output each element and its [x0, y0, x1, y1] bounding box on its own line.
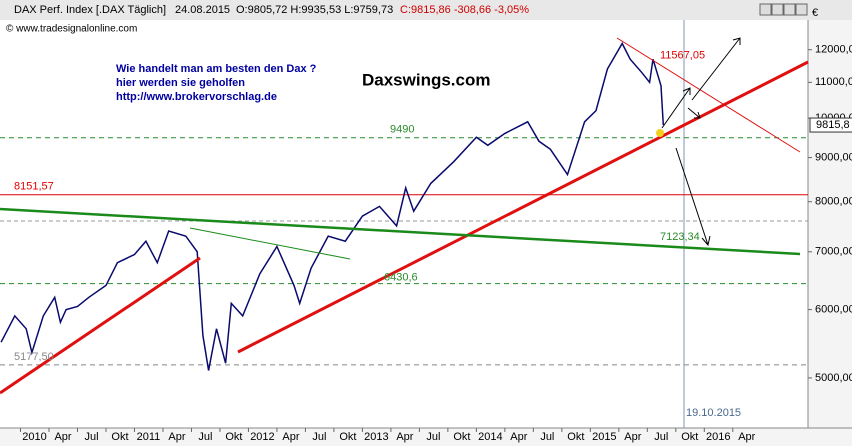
x-tick-label: Jul [84, 431, 98, 443]
x-tick-label: 2013 [364, 431, 388, 443]
arrows [661, 37, 741, 247]
x-tick-label: Okt [339, 431, 356, 443]
trendline [0, 256, 201, 395]
arrow [675, 147, 711, 247]
button[interactable] [771, 3, 784, 16]
title: DAX Perf. Index [.DAX Täglich] [14, 4, 166, 16]
button[interactable] [795, 3, 808, 16]
window-buttons[interactable] [759, 3, 808, 16]
x-tick-label: Apr [510, 431, 527, 443]
y-tick-label: 5000,00 [815, 372, 852, 384]
x-tick-label: Jul [540, 431, 554, 443]
x-tick-label: Jul [312, 431, 326, 443]
x-tick-label: 2011 [137, 431, 161, 443]
y-tick-label: 9000,00 [815, 151, 852, 163]
x-tick-label: 2015 [592, 431, 616, 443]
level-label: 5177,50 [14, 351, 54, 363]
currency: € [812, 7, 818, 19]
x-tick-label: Okt [567, 431, 584, 443]
price-line [0, 41, 665, 371]
x-tick-label: Apr [168, 431, 185, 443]
x-tick-label: Okt [681, 431, 698, 443]
x-tick-label: Apr [54, 431, 71, 443]
y-tick-label: 7000,00 [815, 246, 852, 258]
marker-dot [656, 129, 664, 137]
x-tick-label: Apr [624, 431, 641, 443]
arrow [691, 37, 741, 101]
x-tick-label: Apr [396, 431, 413, 443]
header-bar [0, 0, 852, 20]
last-price-label: 9815,8 [816, 119, 850, 131]
source: © www.tradesignalonline.com [6, 24, 137, 35]
level-label: 9490 [390, 124, 414, 136]
change: C:9815,86 -308,66 -3,05% [400, 4, 529, 16]
arrow [687, 107, 701, 119]
level-label: 6430,6 [384, 272, 418, 284]
y-tick-label: 12000,00 [815, 44, 852, 56]
trendline [237, 60, 809, 354]
x-tick-label: Jul [654, 431, 668, 443]
x-tick-label: 2010 [22, 431, 46, 443]
y-tick-label: 8000,00 [815, 196, 852, 208]
brand: Daxswings.com [362, 70, 491, 89]
trendline [616, 37, 801, 153]
note: hier werden sie geholfen [116, 77, 245, 89]
x-tick-label: Apr [738, 431, 755, 443]
x-tick-label: Okt [225, 431, 242, 443]
trendline [0, 207, 801, 256]
y-axis-area [808, 20, 852, 428]
arrow [661, 87, 691, 129]
y-tick-label: 11000,00 [815, 76, 852, 88]
level-label: 8151,57 [14, 181, 54, 193]
date: 24.08.2015 [175, 4, 230, 16]
x-tick-label: Jul [426, 431, 440, 443]
last-price-box [809, 117, 852, 133]
note: http://www.brokervorschlag.de [116, 91, 277, 103]
trendline [189, 227, 351, 260]
note: Wie handelt man am besten den Dax ? [116, 63, 317, 75]
x-tick-label: Apr [282, 431, 299, 443]
x-axis-area [0, 428, 852, 446]
level-label: 11567,05 [660, 49, 705, 61]
x-tick-label: Okt [453, 431, 470, 443]
y-tick-label: 6000,00 [815, 303, 852, 315]
button[interactable] [759, 3, 772, 16]
x-tick-label: 2016 [706, 431, 730, 443]
x-tick-label: 2012 [250, 431, 274, 443]
ohlc: O:9805,72 H:9935,53 L:9759,73 [236, 4, 393, 16]
x-tick-label: 2014 [478, 431, 502, 443]
x-tick-label: Okt [111, 431, 128, 443]
x-tick-label: Jul [198, 431, 212, 443]
level-label: 7123,34 [660, 231, 700, 243]
button[interactable] [783, 3, 796, 16]
marker-date: 19.10.2015 [686, 407, 741, 419]
